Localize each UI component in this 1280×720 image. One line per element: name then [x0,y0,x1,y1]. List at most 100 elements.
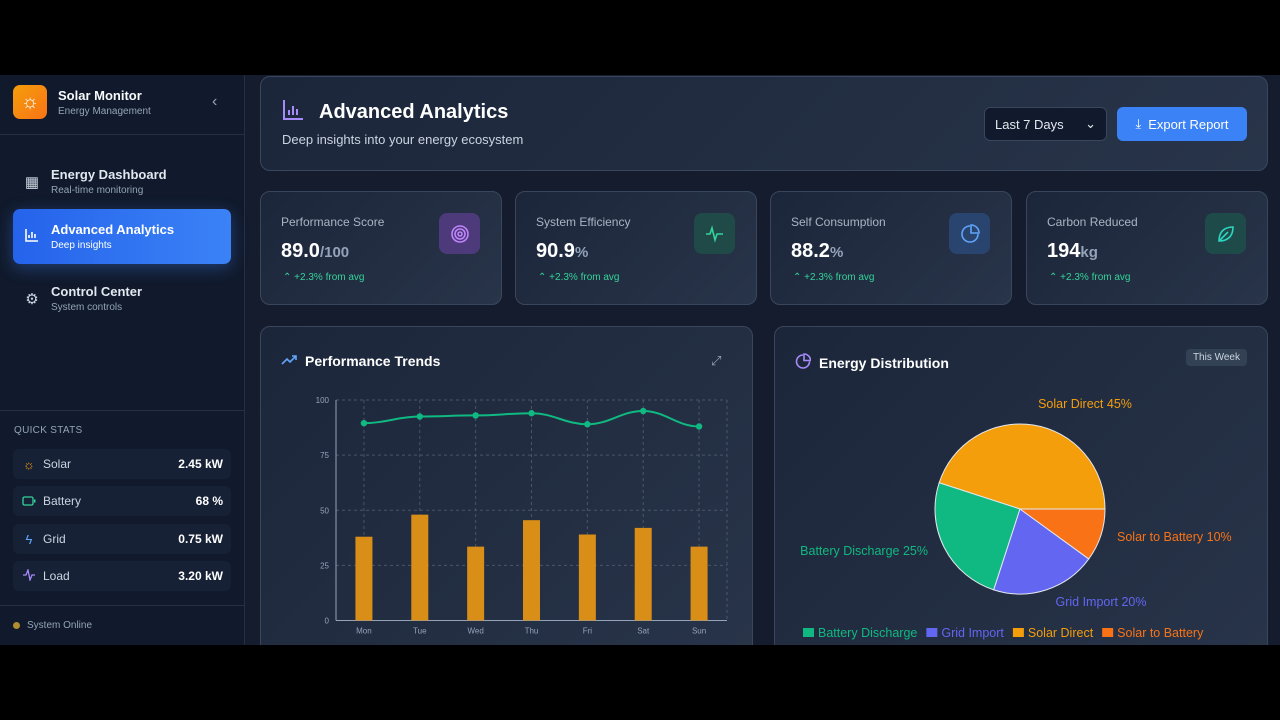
line-point [584,421,591,428]
leaf-icon [1205,213,1246,254]
quick-stat-label: Solar [43,457,72,471]
x-tick-label: Sun [692,627,706,636]
x-tick-label: Tue [413,627,427,636]
kpi-value: 194kg [1047,240,1098,263]
quick-stat-load: Load 3.20 kW [13,561,231,591]
pie-chart-icon [795,353,812,372]
divider [0,410,245,411]
nav-label: Energy Dashboard [51,167,167,182]
sidebar-item-advanced-analytics[interactable]: Advanced Analytics Deep insights [13,209,231,264]
pie-slice [993,508,1090,595]
status-dot [13,622,20,629]
pie-chart-icon [949,213,990,254]
bar-chart-icon [282,99,304,127]
chevron-left-icon[interactable]: ‹ [212,93,218,110]
kpi-unit: kg [1080,244,1098,261]
legend-label: Battery Discharge [818,626,917,640]
y-tick-label: 75 [320,451,329,460]
kpi-unit: % [574,244,589,261]
brand-subtitle: Energy Management [58,105,151,117]
card-title: Energy Distribution [795,353,949,372]
quick-stat-grid: ϟ Grid 0.75 kW [13,524,231,554]
page-subtitle: Deep insights into your energy ecosystem [282,132,524,147]
sidebar-item-control-center[interactable]: ⚙ Control Center System controls [13,271,231,326]
quick-stat-label: Load [43,569,70,583]
download-icon: ⤓ [1135,116,1142,131]
divider [0,134,245,135]
nav-label: Advanced Analytics [51,222,175,237]
energy-distribution-chart: Solar Direct 45% Battery Discharge 25% Gri… [800,397,1232,640]
lightning-icon: ϟ [25,531,33,547]
legend-swatch [803,628,814,637]
kpi-change-text: +2.3% from avg [294,272,365,283]
bar [634,527,652,621]
x-tick-label: Fri [583,627,593,636]
nav-label: Control Center [51,284,142,299]
date-range-value: Last 7 Days [995,116,1064,132]
line-point [472,412,479,419]
kpi-change: ⌃ +2.3% from avg [1049,272,1131,283]
kpi-self-consumption: Self Consumption 88.2% ⌃ +2.3% from avg [770,191,1012,305]
line-point [695,423,703,430]
kpi-change: ⌃ +2.3% from avg [283,272,365,283]
system-status: System Online [13,620,92,631]
kpi-number: 90.9 [536,240,575,262]
y-tick-label: 25 [320,561,329,570]
sidebar-item-energy-dashboard[interactable]: ▦ Energy Dashboard Real-time monitoring [13,154,231,209]
bar [467,546,485,621]
trending-up-icon [281,353,297,369]
x-tick-label: Thu [525,627,539,636]
x-tick-label: Mon [356,627,372,636]
sun-icon: ☼ [23,456,35,472]
kpi-change: ⌃ +2.3% from avg [538,272,620,283]
sidebar: ☼ Solar Monitor Energy Management ‹ ▦ En… [0,75,245,645]
kpi-change-text: +2.3% from avg [804,272,875,283]
brand: ☼ Solar Monitor Energy Management [13,85,151,119]
quick-stat-value: 68 % [195,494,223,508]
export-report-button[interactable]: ⤓ Export Report [1117,107,1247,141]
page-title: Advanced Analytics [319,101,509,123]
kpi-label: Carbon Reduced [1047,215,1138,229]
legend-swatch [926,628,938,637]
kpi-carbon-reduced: Carbon Reduced 194kg ⌃ +2.3% from avg [1026,191,1268,305]
y-tick-label: 0 [325,617,330,626]
legend-swatch [1012,628,1024,637]
quick-stat-solar: ☼ Solar 2.45 kW [13,449,231,479]
card-title: Performance Trends [281,353,440,369]
x-tick-label: Wed [467,627,483,636]
pie-slice [1018,508,1106,560]
kpi-label: Performance Score [281,215,385,229]
trends-title: Performance Trends [305,353,441,369]
nav-sub: Deep insights [51,240,112,251]
bar [411,514,429,621]
quick-stats-title: QUICK STATS [14,425,83,436]
kpi-number: 89.0 [281,240,320,262]
legend-label: Grid Import [941,626,1004,640]
y-tick-label: 50 [320,506,329,515]
expand-icon[interactable]: ⤢ [711,353,722,368]
quick-stat-label: Grid [43,532,66,546]
y-tick-label: 100 [316,396,330,405]
kpi-number: 194 [1047,240,1081,262]
pie-label: Grid Import 20% [1055,595,1146,609]
kpi-label: Self Consumption [791,215,886,229]
quick-stat-value: 3.20 kW [178,569,223,583]
pie-label: Solar Direct 45% [1038,397,1132,411]
bar [523,520,540,621]
kpi-change-text: +2.3% from avg [549,272,620,283]
legend-label: Solar to Battery [1117,626,1204,640]
date-range-select[interactable]: Last 7 Days ⌄ [984,107,1107,141]
gear-icon: ⚙ [25,290,39,308]
chevron-down-icon: ⌄ [1085,116,1096,131]
legend-swatch [1102,628,1114,637]
nav-sub: Real-time monitoring [51,185,144,196]
kpi-unit: /100 [319,244,350,261]
nav-sub: System controls [51,302,123,313]
sun-logo-icon: ☼ [13,85,47,119]
battery-icon [21,494,37,509]
app: ☼ Solar Monitor Energy Management ‹ ▦ En… [0,75,1280,645]
bar [355,536,373,621]
kpi-label: System Efficiency [536,215,631,229]
bar [690,546,708,621]
divider [0,605,245,606]
